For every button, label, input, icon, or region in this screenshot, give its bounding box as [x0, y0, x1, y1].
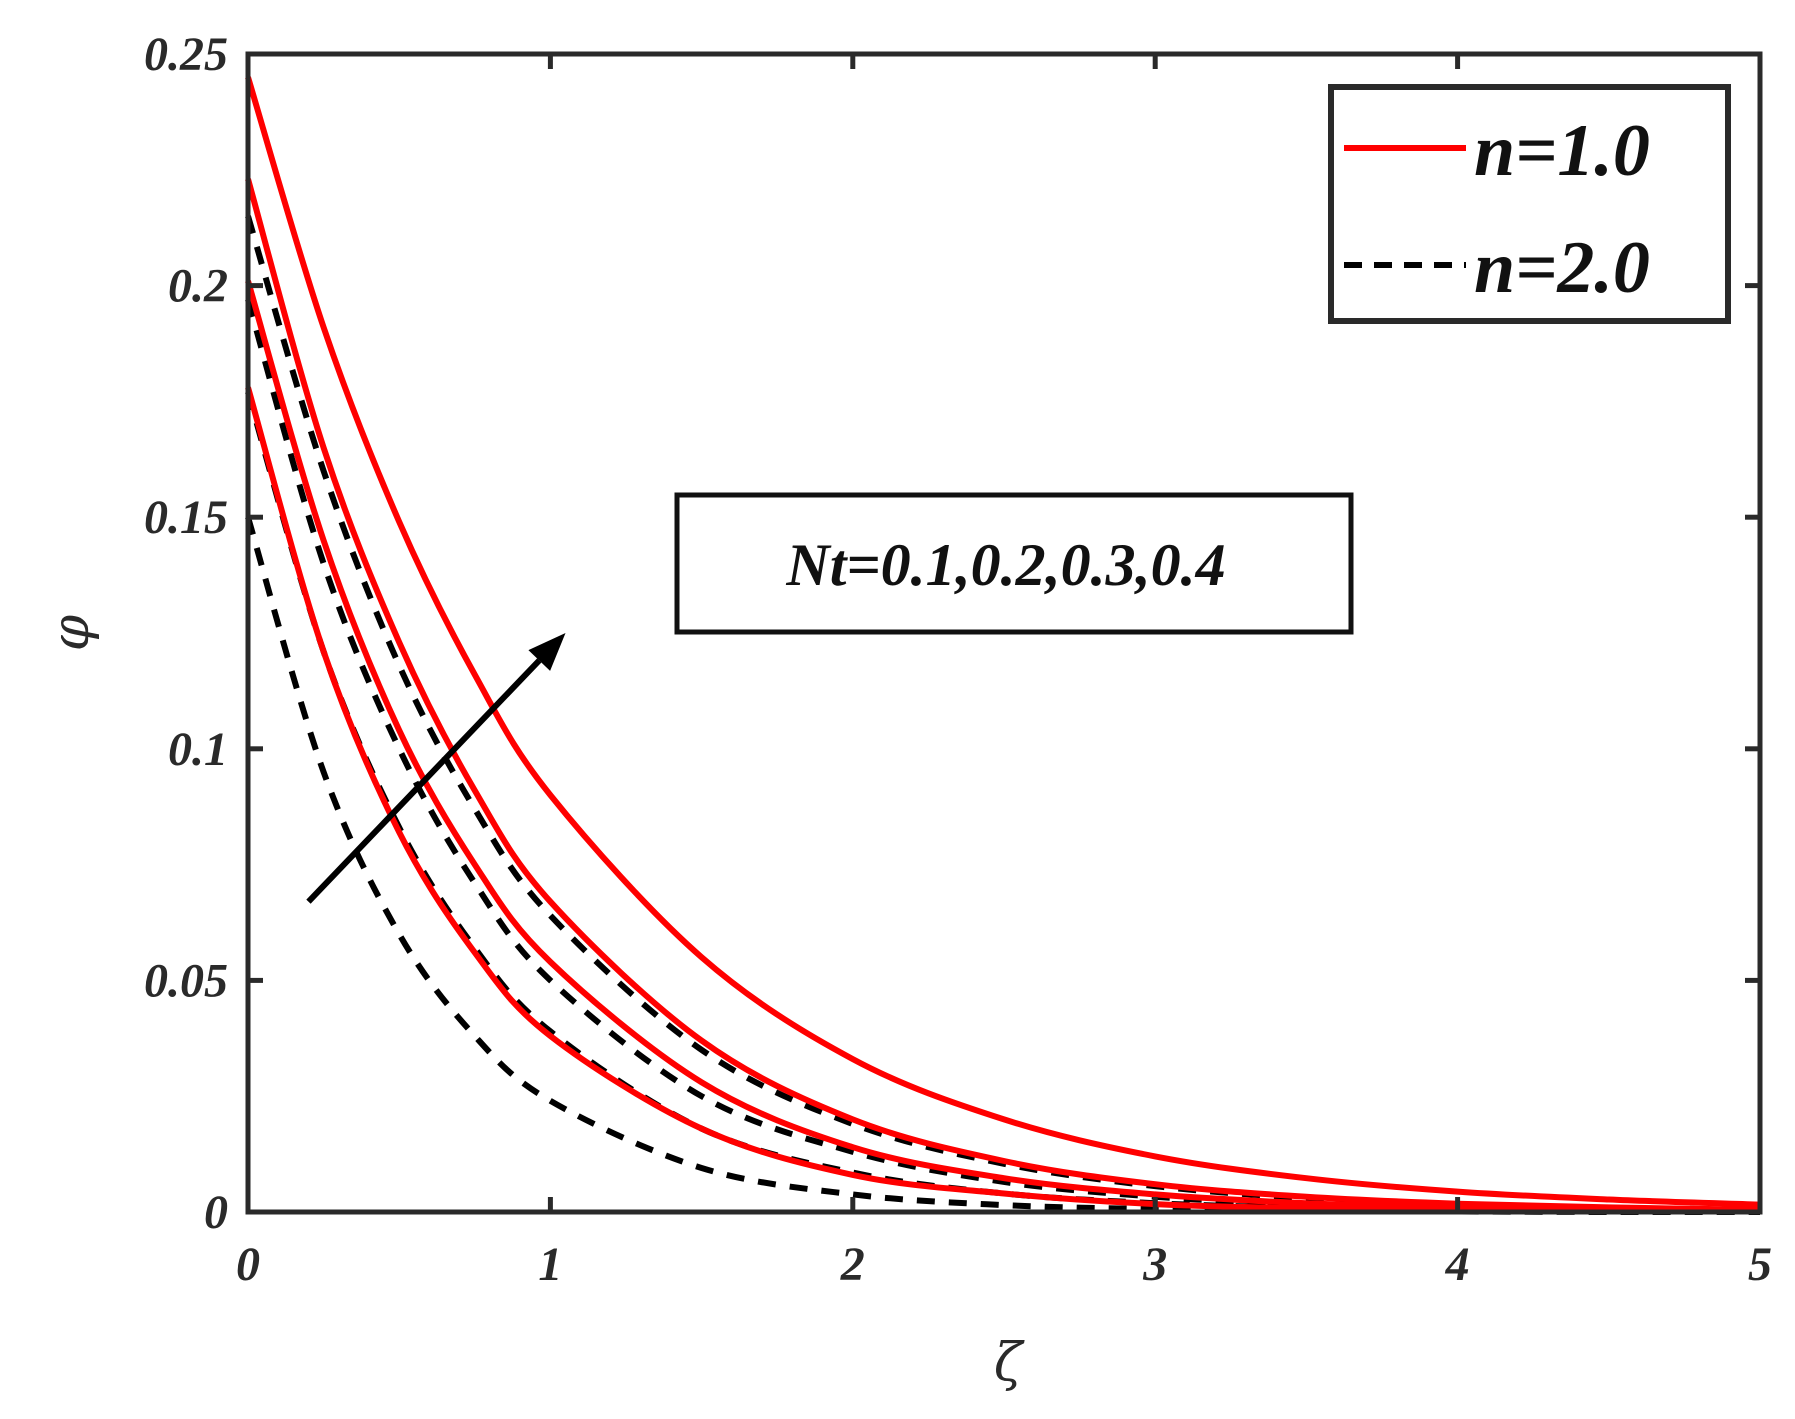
y-axis-label: φ — [41, 614, 101, 651]
annotation-box — [674, 492, 1354, 635]
y-tick-label: 0.2 — [168, 260, 228, 313]
tick-labels: 0 1 2 3 4 5 0 0.05 0.1 0.15 0.2 0.25 — [144, 28, 1772, 1291]
axis-ticks — [245, 51, 1763, 1215]
y-tick-label: 0 — [204, 1186, 228, 1239]
x-axis-label: ζ — [994, 1333, 1025, 1393]
series-line-n1-nt0.2 — [245, 280, 1761, 1214]
annotation-text: Nt=0.1,0.2,0.3,0.4 — [785, 532, 1225, 598]
series-line-n2-nt0.4 — [245, 215, 1761, 1213]
annotation: Nt=0.1,0.2,0.3,0.4 — [306, 492, 1354, 904]
x-tick-label: 5 — [1748, 1238, 1772, 1291]
y-tick-label: 0.1 — [168, 723, 228, 776]
series-line-n1-nt0.3 — [245, 178, 1761, 1213]
x-tick-label: 0 — [236, 1238, 260, 1291]
series-line-n2-nt0.3 — [245, 298, 1761, 1215]
x-tick-label: 3 — [1142, 1238, 1167, 1291]
axes-box — [245, 51, 1763, 1215]
y-tick-label: 0.15 — [144, 491, 228, 544]
legend-entry-n1: n=1.0 — [1474, 110, 1650, 192]
y-tick-label: 0.25 — [144, 28, 228, 81]
legend: n=1.0 n=2.0 — [1328, 84, 1731, 324]
legend-box — [1328, 84, 1731, 324]
arrow-shaft — [306, 658, 542, 904]
y-tick-label: 0.05 — [144, 954, 228, 1007]
x-tick-label: 2 — [840, 1238, 865, 1291]
x-tick-label: 4 — [1445, 1238, 1470, 1291]
x-tick-label: 1 — [538, 1238, 562, 1291]
arrow-icon — [306, 633, 566, 904]
arrow-head — [528, 633, 566, 671]
series-line-n1-nt0.4 — [245, 76, 1761, 1208]
legend-entry-n2: n=2.0 — [1474, 227, 1650, 309]
